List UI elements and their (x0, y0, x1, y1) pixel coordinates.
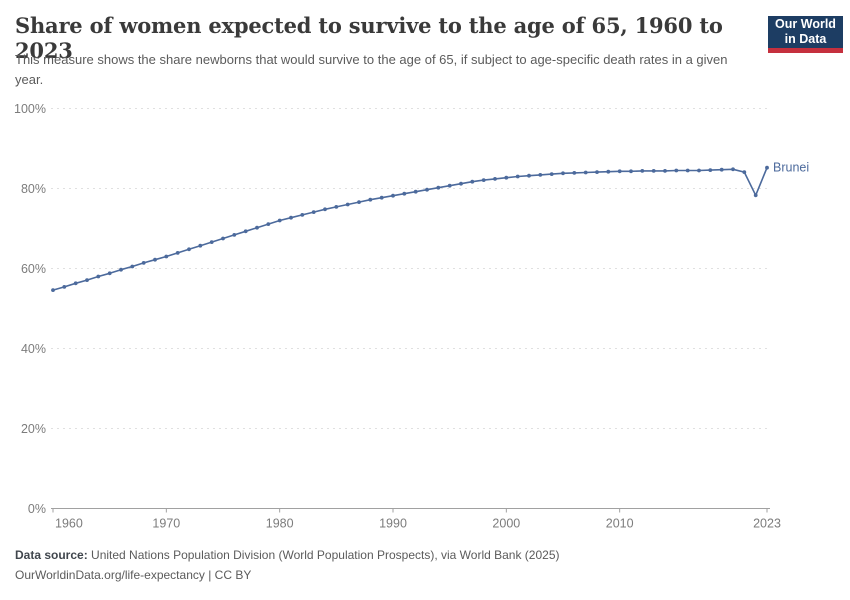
data-point[interactable] (311, 210, 316, 215)
data-point[interactable] (481, 178, 486, 183)
data-point[interactable] (323, 207, 327, 212)
data-point[interactable] (685, 168, 690, 173)
data-point[interactable] (198, 243, 203, 248)
data-point[interactable] (515, 174, 520, 179)
y-tick-label: 20% (21, 422, 46, 436)
data-point[interactable] (187, 247, 191, 252)
x-tick-label: 2023 (753, 517, 781, 531)
data-point[interactable] (73, 281, 78, 286)
data-source-label: Data source: (15, 548, 88, 562)
data-point[interactable] (470, 179, 475, 184)
y-tick-label: 0% (28, 502, 46, 516)
y-tick-label: 40% (21, 342, 46, 356)
x-tick-label: 1980 (266, 517, 294, 531)
y-tick-label: 100% (14, 102, 46, 116)
chart-footer: Data source: United Nations Population D… (15, 546, 560, 585)
data-point[interactable] (345, 202, 350, 207)
data-point[interactable] (164, 254, 169, 259)
data-point[interactable] (731, 167, 735, 172)
data-point[interactable] (130, 264, 135, 269)
owid-logo-line2: in Data (784, 32, 827, 46)
data-point[interactable] (708, 168, 713, 173)
data-point[interactable] (289, 215, 293, 220)
data-point[interactable] (595, 170, 599, 175)
x-tick-label: 2000 (492, 517, 520, 531)
data-point[interactable] (368, 197, 373, 202)
data-point[interactable] (141, 261, 146, 265)
trend-line[interactable] (52, 166, 768, 291)
data-point[interactable] (719, 167, 724, 172)
data-point[interactable] (277, 218, 282, 223)
data-point[interactable] (402, 191, 407, 196)
owid-logo: Our World in Data (768, 16, 843, 53)
data-point[interactable] (425, 187, 429, 192)
data-point[interactable] (107, 271, 112, 276)
data-point[interactable] (572, 171, 577, 175)
data-point[interactable] (334, 205, 339, 209)
data-point[interactable] (300, 213, 305, 217)
data-point[interactable] (538, 173, 543, 177)
data-point[interactable] (674, 168, 679, 173)
data-point[interactable] (765, 165, 769, 170)
data-point[interactable] (96, 274, 101, 279)
x-tick-label: 1970 (152, 517, 180, 531)
x-tick-label: 2010 (606, 517, 634, 531)
data-point[interactable] (617, 169, 622, 174)
owid-logo-line1: Our World (775, 16, 836, 31)
data-point[interactable] (175, 251, 180, 255)
data-point[interactable] (629, 169, 633, 174)
attribution-line[interactable]: OurWorldinData.org/life-expectancy | CC … (15, 568, 252, 583)
data-point[interactable] (209, 240, 214, 245)
x-tick-label: 1990 (379, 517, 407, 531)
series-label[interactable]: Brunei (773, 161, 809, 175)
chart-subtitle: This measure shows the share newborns th… (15, 52, 728, 88)
data-point[interactable] (413, 189, 418, 194)
data-point[interactable] (549, 172, 554, 177)
data-point[interactable] (391, 193, 395, 198)
x-tick-label: 1960 (55, 517, 83, 531)
data-point[interactable] (357, 200, 361, 205)
data-point[interactable] (742, 170, 747, 175)
data-point[interactable] (119, 267, 123, 272)
data-point[interactable] (221, 236, 225, 241)
data-point[interactable] (85, 278, 89, 282)
data-point[interactable] (255, 225, 259, 230)
data-point[interactable] (583, 170, 588, 175)
page-title: Share of women expected to survive to th… (15, 13, 723, 63)
data-point[interactable] (561, 171, 565, 176)
data-point[interactable] (51, 288, 55, 292)
data-point[interactable] (504, 175, 509, 180)
data-point[interactable] (153, 257, 157, 262)
data-point[interactable] (447, 183, 452, 188)
data-point[interactable] (527, 173, 531, 178)
data-point[interactable] (62, 285, 67, 289)
data-point[interactable] (493, 177, 497, 181)
data-source-text: United Nations Population Division (Worl… (87, 548, 560, 562)
data-point[interactable] (640, 169, 645, 173)
data-point[interactable] (753, 193, 758, 198)
data-point[interactable] (651, 169, 656, 173)
data-point[interactable] (243, 229, 248, 234)
data-point[interactable] (459, 181, 463, 186)
y-tick-label: 80% (21, 182, 46, 196)
data-point[interactable] (436, 185, 441, 190)
data-point[interactable] (606, 169, 611, 174)
data-point[interactable] (663, 169, 667, 173)
data-source-line: Data source: United Nations Population D… (15, 546, 560, 565)
data-point[interactable] (232, 233, 237, 237)
data-point[interactable] (266, 222, 271, 227)
y-tick-label: 60% (21, 262, 46, 276)
data-point[interactable] (697, 168, 701, 173)
data-point[interactable] (379, 195, 384, 200)
